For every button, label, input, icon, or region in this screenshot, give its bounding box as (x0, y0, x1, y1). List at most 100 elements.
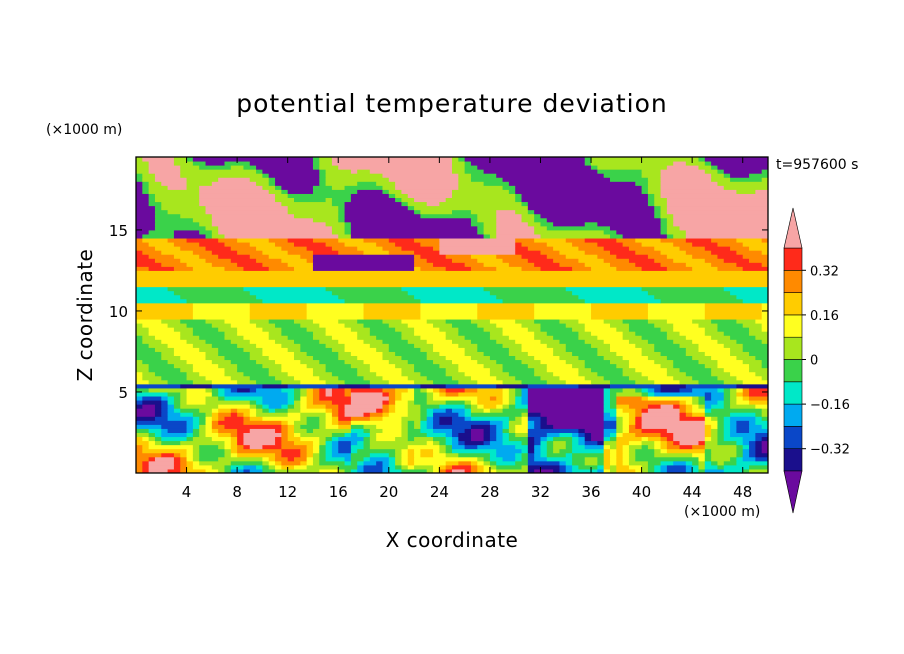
contour-cell (395, 242, 421, 247)
contour-cell (388, 391, 396, 397)
contour-cell (616, 424, 624, 429)
contour-cell (325, 327, 352, 332)
contour-cell (338, 444, 352, 450)
contour-cell (338, 448, 352, 454)
contour-cell (445, 448, 453, 454)
contour-cell (167, 343, 194, 348)
contour-cell (641, 408, 649, 413)
contour-cell (711, 452, 737, 458)
contour-cell (458, 460, 472, 466)
contour-cell (249, 306, 308, 312)
contour-cell (268, 464, 276, 470)
contour-cell (439, 250, 516, 255)
contour-cell (540, 452, 548, 458)
contour-cell (249, 416, 263, 421)
contour-cell (736, 420, 750, 425)
contour-cell (685, 347, 699, 352)
contour-cell (628, 339, 649, 344)
contour-cell (572, 242, 598, 247)
contour-cell (666, 367, 681, 373)
contour-cell (704, 396, 712, 401)
contour-cell (268, 177, 276, 182)
contour-cell (363, 440, 371, 446)
contour-cell (641, 412, 681, 417)
contour-cell (761, 238, 768, 243)
contour-cell (186, 238, 219, 243)
contour-cell (312, 189, 358, 194)
contour-cell (426, 408, 434, 413)
contour-cell (628, 327, 662, 332)
contour-cell (142, 468, 150, 473)
contour-cell (249, 375, 276, 381)
contour-cell (635, 343, 655, 348)
contour-cell (414, 238, 440, 243)
contour-cell (711, 424, 718, 429)
contour-cell (679, 387, 693, 393)
contour-cell (508, 351, 529, 357)
contour-cell (679, 343, 699, 348)
contour-cell (489, 424, 497, 429)
contour-cell (262, 185, 276, 190)
contour-cell (218, 396, 225, 401)
contour-cell (142, 157, 175, 162)
contour-cell (508, 416, 516, 421)
contour-cell (363, 460, 377, 466)
contour-cell (603, 375, 630, 381)
contour-cell (641, 468, 649, 473)
contour-cell (306, 387, 314, 393)
contour-cell (161, 400, 169, 405)
contour-cell (628, 323, 655, 328)
y-axis-label: Z coordinate (73, 249, 97, 382)
contour-cell (136, 359, 143, 365)
contour-cell (641, 286, 725, 292)
contour-cell (420, 242, 440, 247)
contour-cell (515, 460, 529, 466)
contour-cell (382, 319, 402, 324)
contour-cell (186, 359, 213, 365)
contour-cell (730, 391, 737, 397)
contour-cell (319, 177, 327, 182)
contour-cell (136, 343, 150, 348)
contour-cell (287, 396, 295, 401)
contour-cell (306, 306, 365, 312)
contour-cell (477, 343, 504, 348)
contour-cell (256, 464, 263, 470)
contour-cell (711, 335, 731, 340)
contour-cell (281, 460, 301, 466)
y-axis-unit: (×1000 m) (46, 122, 122, 138)
contour-cell (730, 371, 756, 377)
contour-cell (154, 246, 181, 251)
contour-cell (641, 173, 662, 178)
contour-cell (647, 339, 674, 344)
contour-cell (300, 424, 320, 429)
contour-cell (167, 391, 181, 397)
contour-cell (685, 400, 693, 405)
contour-cell (237, 367, 270, 373)
contour-cell (508, 181, 636, 186)
contour-cell (136, 371, 143, 377)
contour-cell (414, 327, 440, 332)
contour-cell (685, 262, 712, 267)
contour-cell (502, 404, 510, 409)
contour-cell (654, 197, 668, 203)
contour-cell (287, 400, 295, 405)
contour-cell (382, 173, 459, 178)
contour-cell (275, 456, 289, 462)
contour-cell (660, 444, 668, 450)
contour-cell (136, 197, 150, 203)
contour-cell (414, 460, 447, 466)
contour-cell (534, 468, 554, 473)
contour-cell (420, 404, 440, 409)
contour-cell (717, 242, 744, 247)
contour-cell (717, 327, 750, 332)
contour-cell (610, 448, 617, 454)
contour-cell (363, 359, 390, 365)
contour-cell (211, 428, 219, 433)
contour-cell (749, 351, 768, 357)
contour-cell (591, 315, 649, 320)
contour-cell (483, 233, 491, 239)
contour-field (136, 157, 768, 473)
contour-cell (148, 169, 181, 174)
contour-cell (192, 432, 200, 438)
contour-cell (622, 408, 636, 413)
